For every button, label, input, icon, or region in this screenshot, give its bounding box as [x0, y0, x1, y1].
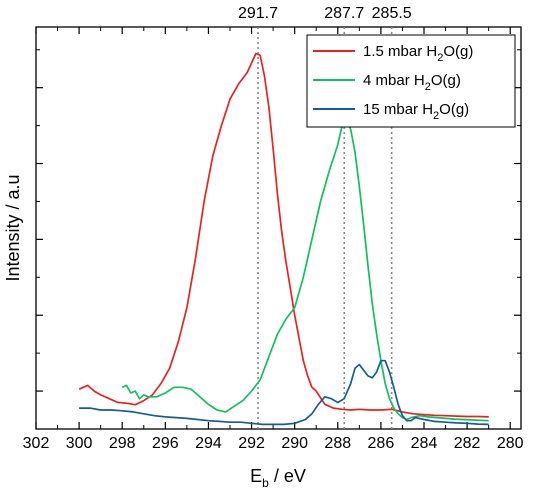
- axis-ticks: 302 300 298 296 294 292 290 288 286 284 282 280: [23, 27, 524, 452]
- legend-label-1: 1.5 mbar H2O(g): [363, 43, 473, 64]
- x-tick-label-298: 298: [109, 435, 136, 452]
- plot-frame: [35, 26, 522, 430]
- x-tick-label-294: 294: [195, 435, 222, 452]
- series-line-2: [121, 117, 489, 422]
- y-axis-title: Intensity / a.u: [3, 174, 23, 281]
- x-tick-label-280: 280: [497, 435, 524, 452]
- x-axis-title: Eb / eV: [250, 466, 306, 490]
- x-tick-label-300: 300: [66, 435, 93, 452]
- series-lines: [78, 52, 489, 426]
- reference-label-2: 287.7: [324, 5, 364, 22]
- x-tick-label-292: 292: [238, 435, 265, 452]
- reference-label-1: 291.7: [238, 5, 278, 22]
- reference-label-3: 285.5: [372, 5, 412, 22]
- x-tick-label-296: 296: [152, 435, 179, 452]
- x-tick-label-286: 286: [368, 435, 395, 452]
- x-tick-label-284: 284: [411, 435, 438, 452]
- x-tick-label-282: 282: [454, 435, 481, 452]
- x-tick-label-302: 302: [23, 435, 50, 452]
- x-tick-label-288: 288: [324, 435, 351, 452]
- legend: 1.5 mbar H2O(g) 4 mbar H2O(g) 15 mbar H2…: [306, 34, 516, 128]
- legend-label-3: 15 mbar H2O(g): [363, 101, 469, 122]
- series-line-3: [79, 359, 489, 426]
- legend-label-2: 4 mbar H2O(g): [363, 72, 461, 93]
- x-tick-label-290: 290: [281, 435, 308, 452]
